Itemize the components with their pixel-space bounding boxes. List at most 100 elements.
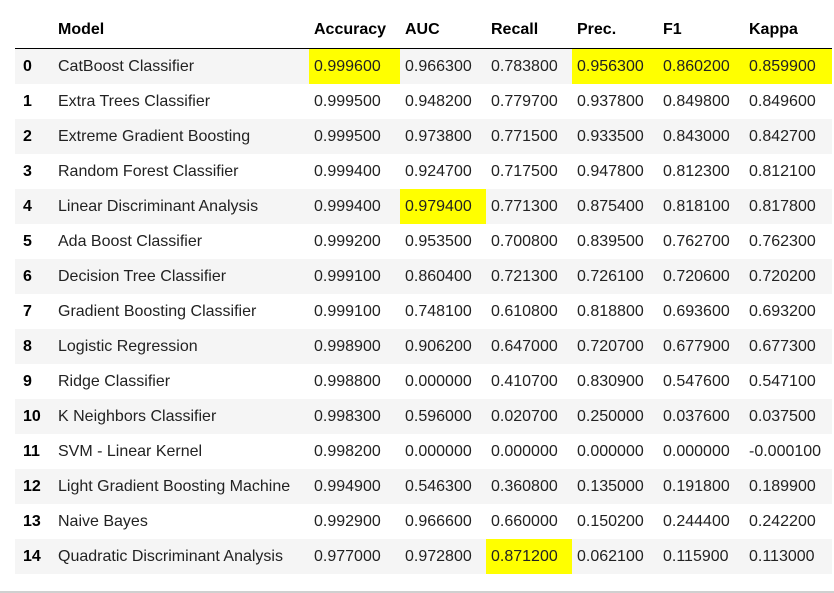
- cell-f1: 0.720600: [658, 259, 744, 294]
- cell-f1: 0.037600: [658, 399, 744, 434]
- cell-index: 8: [15, 329, 53, 364]
- cell-prec: 0.726100: [572, 259, 658, 294]
- cell-index: 10: [15, 399, 53, 434]
- cell-model: Linear Discriminant Analysis: [53, 189, 309, 224]
- cell-recall: 0.000000: [486, 434, 572, 469]
- cell-accuracy: 0.999100: [309, 259, 400, 294]
- cell-kappa: 0.762300: [744, 224, 832, 259]
- table-row: 11 SVM - Linear Kernel 0.998200 0.000000 0.0…: [15, 434, 832, 469]
- cell-recall: 0.771300: [486, 189, 572, 224]
- cell-index: 6: [15, 259, 53, 294]
- table-row: 6 Decision Tree Classifier 0.999100 0.86040…: [15, 259, 832, 294]
- cell-auc: 0.966300: [400, 48, 486, 84]
- cell-prec: 0.956300: [572, 48, 658, 84]
- table-row: 4 Linear Discriminant Analysis 0.999400 0.9…: [15, 189, 832, 224]
- cell-recall: 0.721300: [486, 259, 572, 294]
- table-row: 7 Gradient Boosting Classifier 0.999100 0.7…: [15, 294, 832, 329]
- table-row: 10 K Neighbors Classifier 0.998300 0.596000…: [15, 399, 832, 434]
- cell-accuracy: 0.999600: [309, 48, 400, 84]
- cell-model: Extreme Gradient Boosting: [53, 119, 309, 154]
- table-row: 13 Naive Bayes 0.992900 0.966600 0.660000 0.1…: [15, 504, 832, 539]
- cell-prec: 0.933500: [572, 119, 658, 154]
- cell-auc: 0.973800: [400, 119, 486, 154]
- cell-kappa: 0.812100: [744, 154, 832, 189]
- cell-model: Naive Bayes: [53, 504, 309, 539]
- cell-prec: 0.720700: [572, 329, 658, 364]
- cell-kappa: 0.842700: [744, 119, 832, 154]
- cell-recall: 0.647000: [486, 329, 572, 364]
- cell-recall: 0.700800: [486, 224, 572, 259]
- cell-kappa: 0.677300: [744, 329, 832, 364]
- table-header: Model Accuracy AUC Recall Prec. F1 Kappa: [15, 12, 832, 49]
- cell-auc: 0.748100: [400, 294, 486, 329]
- cell-index: 7: [15, 294, 53, 329]
- cell-accuracy: 0.998900: [309, 329, 400, 364]
- cell-kappa: 0.817800: [744, 189, 832, 224]
- cell-prec: 0.000000: [572, 434, 658, 469]
- cell-accuracy: 0.998200: [309, 434, 400, 469]
- cell-recall: 0.360800: [486, 469, 572, 504]
- cell-index: 0: [15, 48, 53, 84]
- cell-prec: 0.150200: [572, 504, 658, 539]
- cell-auc: 0.972800: [400, 539, 486, 574]
- cell-model: K Neighbors Classifier: [53, 399, 309, 434]
- cell-index: 3: [15, 154, 53, 189]
- cell-f1: 0.812300: [658, 154, 744, 189]
- cell-auc: 0.000000: [400, 434, 486, 469]
- table-row: 0 CatBoost Classifier 0.999600 0.966300 0.78…: [15, 48, 832, 84]
- cell-model: Random Forest Classifier: [53, 154, 309, 189]
- model-comparison-table: Model Accuracy AUC Recall Prec. F1 Kappa…: [15, 12, 832, 574]
- cell-kappa: 0.113000: [744, 539, 832, 574]
- cell-accuracy: 0.999400: [309, 154, 400, 189]
- cell-auc: 0.546300: [400, 469, 486, 504]
- cell-auc: 0.906200: [400, 329, 486, 364]
- cell-f1: 0.762700: [658, 224, 744, 259]
- cell-prec: 0.250000: [572, 399, 658, 434]
- cell-auc: 0.979400: [400, 189, 486, 224]
- table-row: 1 Extra Trees Classifier 0.999500 0.948200 0…: [15, 84, 832, 119]
- table-row: 14 Quadratic Discriminant Analysis 0.97700…: [15, 539, 832, 574]
- table-row: 2 Extreme Gradient Boosting 0.999500 0.9738…: [15, 119, 832, 154]
- cell-recall: 0.410700: [486, 364, 572, 399]
- cell-kappa: 0.242200: [744, 504, 832, 539]
- cell-model: SVM - Linear Kernel: [53, 434, 309, 469]
- cell-index: 9: [15, 364, 53, 399]
- cell-accuracy: 0.999400: [309, 189, 400, 224]
- cell-recall: 0.610800: [486, 294, 572, 329]
- cell-accuracy: 0.999500: [309, 119, 400, 154]
- cell-accuracy: 0.994900: [309, 469, 400, 504]
- cell-kappa: 0.720200: [744, 259, 832, 294]
- cell-auc: 0.000000: [400, 364, 486, 399]
- header-prec: Prec.: [572, 12, 658, 49]
- header-accuracy: Accuracy: [309, 12, 400, 49]
- cell-f1: 0.191800: [658, 469, 744, 504]
- model-comparison-table-container: Model Accuracy AUC Recall Prec. F1 Kappa…: [15, 12, 832, 574]
- table-row: 9 Ridge Classifier 0.998800 0.000000 0.41070…: [15, 364, 832, 399]
- cell-prec: 0.875400: [572, 189, 658, 224]
- cell-kappa: 0.859900: [744, 48, 832, 84]
- cell-recall: 0.779700: [486, 84, 572, 119]
- cell-auc: 0.860400: [400, 259, 486, 294]
- cell-recall: 0.717500: [486, 154, 572, 189]
- cell-auc: 0.924700: [400, 154, 486, 189]
- cell-accuracy: 0.992900: [309, 504, 400, 539]
- cell-model: Quadratic Discriminant Analysis: [53, 539, 309, 574]
- cell-kappa: -0.000100: [744, 434, 832, 469]
- cell-f1: 0.860200: [658, 48, 744, 84]
- cell-kappa: 0.547100: [744, 364, 832, 399]
- cell-model: Decision Tree Classifier: [53, 259, 309, 294]
- cell-index: 11: [15, 434, 53, 469]
- cell-index: 13: [15, 504, 53, 539]
- cell-recall: 0.020700: [486, 399, 572, 434]
- header-auc: AUC: [400, 12, 486, 49]
- cell-prec: 0.839500: [572, 224, 658, 259]
- table-row: 12 Light Gradient Boosting Machine 0.99490…: [15, 469, 832, 504]
- cell-auc: 0.596000: [400, 399, 486, 434]
- cell-auc: 0.948200: [400, 84, 486, 119]
- cell-accuracy: 0.977000: [309, 539, 400, 574]
- cell-f1: 0.849800: [658, 84, 744, 119]
- cell-accuracy: 0.998300: [309, 399, 400, 434]
- cell-index: 2: [15, 119, 53, 154]
- cell-model: Gradient Boosting Classifier: [53, 294, 309, 329]
- cell-prec: 0.135000: [572, 469, 658, 504]
